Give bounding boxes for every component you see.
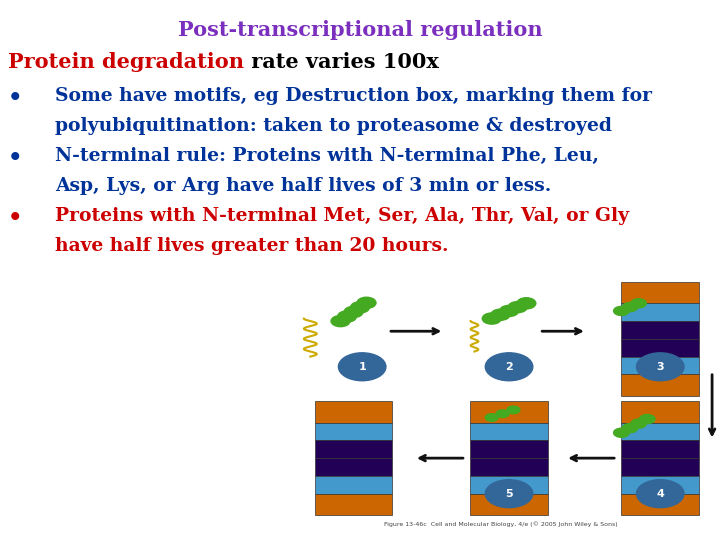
Circle shape xyxy=(622,302,638,312)
Bar xyxy=(470,476,548,494)
Circle shape xyxy=(636,480,684,508)
Circle shape xyxy=(613,428,629,437)
Circle shape xyxy=(338,311,356,322)
Bar xyxy=(315,494,392,515)
Circle shape xyxy=(622,423,638,433)
Bar xyxy=(315,458,392,476)
Text: •: • xyxy=(8,87,22,109)
Bar xyxy=(621,476,699,494)
Text: 4: 4 xyxy=(657,489,664,498)
Bar xyxy=(621,339,699,356)
Text: 3: 3 xyxy=(657,362,664,372)
Circle shape xyxy=(485,353,533,381)
Bar xyxy=(470,440,548,458)
Circle shape xyxy=(351,302,369,313)
Circle shape xyxy=(507,406,520,414)
Circle shape xyxy=(491,309,510,320)
Text: rate varies 100x: rate varies 100x xyxy=(244,52,439,72)
Circle shape xyxy=(338,353,386,381)
Text: N-terminal rule: Proteins with N-terminal Phe, Leu,: N-terminal rule: Proteins with N-termina… xyxy=(55,147,599,165)
Circle shape xyxy=(631,299,647,308)
Bar xyxy=(621,356,699,374)
Circle shape xyxy=(639,415,655,423)
Bar xyxy=(621,282,699,303)
Bar xyxy=(621,374,699,396)
Circle shape xyxy=(613,306,629,315)
Circle shape xyxy=(485,480,533,508)
Bar xyxy=(470,458,548,476)
Bar xyxy=(470,423,548,440)
Bar xyxy=(621,440,699,458)
Circle shape xyxy=(636,353,684,381)
Bar xyxy=(470,494,548,515)
Text: 2: 2 xyxy=(505,362,513,372)
Bar xyxy=(621,423,699,440)
Circle shape xyxy=(631,419,647,428)
Bar xyxy=(315,423,392,440)
Bar xyxy=(621,494,699,515)
Circle shape xyxy=(485,414,498,421)
Text: Proteins with N-terminal Met, Ser, Ala, Thr, Val, or Gly: Proteins with N-terminal Met, Ser, Ala, … xyxy=(55,207,629,225)
Circle shape xyxy=(344,306,363,318)
Circle shape xyxy=(496,410,509,417)
Text: polyubiquitination: taken to proteasome & destroyed: polyubiquitination: taken to proteasome … xyxy=(55,117,612,135)
Text: Protein degradation: Protein degradation xyxy=(8,52,244,72)
Text: Post-transcriptional regulation: Post-transcriptional regulation xyxy=(178,20,542,40)
Text: 5: 5 xyxy=(505,489,513,498)
Text: have half lives greater than 20 hours.: have half lives greater than 20 hours. xyxy=(55,237,449,255)
Bar xyxy=(315,401,392,423)
Text: Asp, Lys, or Arg have half lives of 3 min or less.: Asp, Lys, or Arg have half lives of 3 mi… xyxy=(55,177,552,195)
Bar xyxy=(621,321,699,339)
Bar xyxy=(315,440,392,458)
Circle shape xyxy=(500,305,518,316)
Bar xyxy=(621,401,699,423)
Text: Some have motifs, eg Destruction box, marking them for: Some have motifs, eg Destruction box, ma… xyxy=(55,87,652,105)
Text: Figure 13-46c  Cell and Molecular Biology, 4/e (© 2005 John Wiley & Sons): Figure 13-46c Cell and Molecular Biology… xyxy=(384,521,617,526)
Circle shape xyxy=(357,297,376,308)
Bar xyxy=(621,303,699,321)
Circle shape xyxy=(482,313,501,324)
Bar xyxy=(315,476,392,494)
Text: •: • xyxy=(8,207,22,229)
Bar xyxy=(621,458,699,476)
Text: •: • xyxy=(8,147,22,169)
Circle shape xyxy=(517,298,536,309)
Circle shape xyxy=(331,315,350,327)
Text: 1: 1 xyxy=(359,362,366,372)
Circle shape xyxy=(508,301,527,313)
Bar xyxy=(470,401,548,423)
